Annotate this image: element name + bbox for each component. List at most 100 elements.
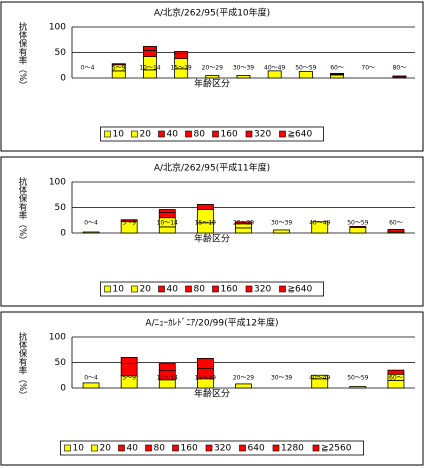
chart-panel: A/北京/262/95(平成11年度) 抗体保有率（%） 0 50 100 0～4 5～9 1… bbox=[0, 156, 424, 307]
legend-label: 320 bbox=[254, 285, 271, 295]
bar-segment bbox=[143, 45, 157, 51]
legend-box bbox=[100, 126, 324, 142]
bar-segment bbox=[387, 229, 405, 233]
x-tick-label: 40～49 bbox=[309, 375, 330, 382]
x-tick-label: 20～29 bbox=[233, 375, 254, 382]
x-tick-label: 15～19 bbox=[170, 65, 191, 72]
x-tick-label: 30～39 bbox=[271, 220, 292, 227]
bar-segment bbox=[298, 70, 313, 79]
bar-segment bbox=[349, 386, 367, 389]
legend-swatch bbox=[185, 130, 192, 138]
legend-swatch bbox=[158, 130, 165, 138]
x-tick-label: 40～49 bbox=[309, 220, 330, 227]
legend-swatch bbox=[91, 444, 98, 452]
legend-label: ≧640 bbox=[288, 130, 313, 140]
bar-segment bbox=[392, 75, 407, 78]
bar-segment bbox=[330, 73, 344, 75]
x-axis-label: 年齢区分 bbox=[194, 388, 230, 400]
y-axis-label: 抗体保有率（%） bbox=[17, 176, 27, 244]
legend-swatch bbox=[239, 444, 246, 452]
legend-label: 80 bbox=[154, 444, 166, 454]
legend-label: 40 bbox=[167, 285, 179, 295]
legend-label: 80 bbox=[194, 285, 206, 295]
bar-segment bbox=[235, 383, 252, 389]
legend-label: 10 bbox=[113, 285, 125, 295]
chart-title: A/北京/262/95(平成10年度) bbox=[154, 7, 270, 19]
bar-segment bbox=[111, 63, 126, 66]
bar-segment bbox=[311, 221, 329, 234]
legend-swatch bbox=[104, 130, 111, 138]
legend-label: 160 bbox=[221, 130, 238, 140]
x-tick-label: 30～39 bbox=[233, 65, 254, 72]
legend-label: 20 bbox=[140, 130, 152, 140]
bar-segment bbox=[174, 53, 189, 60]
bar-segment bbox=[311, 374, 329, 380]
bar-segment bbox=[349, 226, 367, 234]
legend-swatch bbox=[158, 285, 165, 293]
bar-segment bbox=[158, 212, 176, 219]
y-tick-label: 50 bbox=[55, 358, 67, 368]
bar-segment bbox=[387, 369, 405, 375]
legend-swatch bbox=[245, 130, 253, 138]
x-tick-label: 10～14 bbox=[139, 65, 160, 72]
bar-segment bbox=[143, 50, 157, 57]
bar-segment bbox=[158, 363, 176, 372]
x-tick-label: 60～ bbox=[330, 65, 344, 72]
x-tick-label: 0～4 bbox=[84, 220, 98, 227]
bar-segment bbox=[158, 209, 176, 214]
bar-segment bbox=[174, 51, 189, 54]
bar-segment bbox=[120, 219, 138, 222]
legend-label: 80 bbox=[194, 130, 206, 140]
bar-segment bbox=[205, 75, 220, 79]
y-tick-label: 50 bbox=[55, 48, 67, 58]
y-tick-label: 50 bbox=[55, 203, 67, 213]
x-tick-label: 15～19 bbox=[195, 375, 216, 382]
y-tick-label: 0 bbox=[60, 384, 66, 394]
bar-segment bbox=[267, 70, 282, 79]
legend-swatch bbox=[212, 130, 219, 138]
x-tick-label: 30～39 bbox=[271, 375, 292, 382]
x-tick-label: 5～9 bbox=[122, 375, 136, 382]
legend-swatch bbox=[279, 285, 286, 293]
y-tick-label: 100 bbox=[49, 178, 66, 188]
legend-label: 160 bbox=[221, 285, 238, 295]
legend-label: 10 bbox=[73, 444, 85, 454]
legend-label: ≧2560 bbox=[321, 444, 352, 454]
x-tick-label: 15～19 bbox=[195, 220, 216, 227]
y-tick-label: 0 bbox=[60, 74, 66, 84]
x-tick-label: 50～59 bbox=[295, 65, 316, 72]
chart-title: A/北京/262/95(平成11年度) bbox=[154, 162, 270, 174]
x-axis-label: 年齢区分 bbox=[194, 78, 230, 90]
chart-panel: A/ﾆｭｰｶﾚﾄﾞﾆｱ/20/99(平成12年度) 抗体保有率（%） 0 50 100 0… bbox=[0, 311, 424, 466]
y-tick-label: 0 bbox=[60, 229, 66, 239]
legend-swatch bbox=[272, 444, 280, 452]
x-tick-label: 0～4 bbox=[84, 375, 98, 382]
legend-label: 10 bbox=[113, 130, 125, 140]
x-tick-label: 60～ bbox=[389, 220, 403, 227]
bar-segment bbox=[158, 226, 176, 234]
legend-label: 20 bbox=[140, 285, 152, 295]
bar-segment bbox=[235, 227, 252, 234]
legend-label: 40 bbox=[127, 444, 139, 454]
x-tick-label: 5～9 bbox=[122, 220, 136, 227]
bar-segment bbox=[120, 357, 138, 364]
legend-swatch bbox=[131, 130, 138, 138]
chart-title: A/ﾆｭｰｶﾚﾄﾞﾆｱ/20/99(平成12年度) bbox=[145, 317, 278, 329]
x-tick-label: 5～9 bbox=[112, 65, 126, 72]
bar-segment bbox=[273, 229, 291, 234]
y-axis-label: 抗体保有率（%） bbox=[17, 21, 27, 89]
y-axis-label: 抗体保有率（%） bbox=[17, 331, 27, 399]
x-tick-label: 0～4 bbox=[81, 65, 95, 72]
legend-label: 320 bbox=[254, 130, 271, 140]
bar-segment bbox=[196, 204, 214, 210]
x-tick-label: 50～59 bbox=[347, 220, 368, 227]
x-axis-label: 年齢区分 bbox=[194, 233, 230, 245]
x-tick-label: 80～ bbox=[393, 65, 407, 72]
legend-label: 20 bbox=[100, 444, 112, 454]
legend-swatch bbox=[279, 130, 286, 138]
legend-swatch bbox=[205, 444, 213, 452]
legend-swatch bbox=[118, 444, 125, 452]
x-tick-label: 70～ bbox=[361, 65, 375, 72]
